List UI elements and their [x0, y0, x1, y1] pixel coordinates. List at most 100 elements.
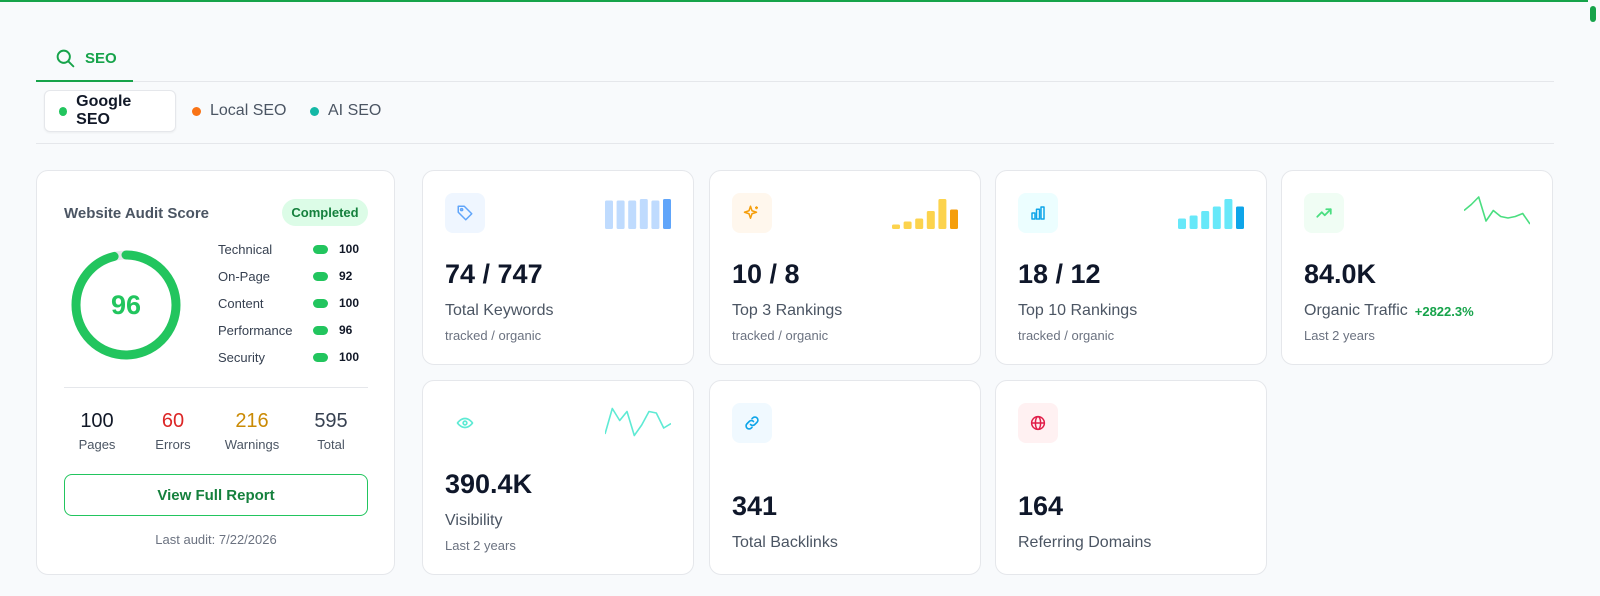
stat-value: 60	[161, 410, 185, 432]
stat-value: 595	[314, 410, 348, 432]
spark-bar	[950, 209, 958, 229]
audit-title: Website Audit Score	[64, 205, 210, 222]
card-top-3-rankings: 10 / 8 Top 3 Rankings tracked / organic	[709, 170, 981, 365]
metric-value: 100	[339, 296, 360, 310]
status-dot	[310, 106, 319, 116]
card-organic-traffic: 84.0K Organic Traffic +2822.3% Last 2 yea…	[1281, 170, 1553, 365]
metric-value: 10 / 8	[732, 259, 800, 289]
audit-metric-on-page: On-Page 92	[218, 266, 368, 286]
scrollbar-thumb[interactable]	[1590, 6, 1596, 22]
metric-value: 96	[339, 323, 353, 337]
spark-line	[605, 407, 671, 437]
spark-bar	[1201, 211, 1210, 229]
spark-line	[1464, 196, 1530, 225]
audit-metric-technical: Technical 100	[218, 239, 368, 259]
top10-sparkline	[1178, 199, 1244, 229]
growth-delta: +2822.3%	[1414, 303, 1474, 319]
tag-icon	[445, 193, 485, 233]
metric-label-text: Top 3 Rankings	[732, 302, 843, 319]
stat-warnings: 216 Warnings	[212, 409, 292, 452]
spark-bar	[1212, 206, 1221, 229]
metric-indicator	[313, 325, 328, 335]
trending-up-icon	[1304, 193, 1344, 233]
metric-label: Top 10 Rankings	[1018, 302, 1137, 320]
stat-value: 100	[80, 410, 114, 432]
audit-score-card: Website Audit Score Completed 96 Technic…	[36, 170, 395, 575]
metric-indicator	[313, 244, 328, 254]
metric-label: Content	[218, 295, 264, 311]
metric-value: 92	[339, 269, 353, 283]
card-top-10-rankings: 18 / 12 Top 10 Rankings tracked / organi…	[995, 170, 1267, 365]
spark-bar	[605, 200, 613, 229]
metric-label: Total Keywords	[445, 302, 554, 320]
stat-label: Errors	[155, 437, 191, 452]
divider	[64, 387, 368, 388]
top-progress-line	[0, 0, 1588, 2]
link-icon	[732, 403, 772, 443]
spark-bar	[1236, 206, 1244, 229]
spark-bar	[1178, 218, 1186, 229]
spark-bar	[938, 199, 947, 229]
metric-label: Referring Domains	[1018, 534, 1151, 552]
sub-tab-local-seo[interactable]: Local SEO	[192, 90, 286, 132]
metric-indicator	[313, 271, 328, 281]
audit-metric-content: Content 100	[218, 293, 368, 313]
sub-tab-label: Local SEO	[210, 102, 287, 119]
status-dot	[59, 106, 68, 116]
metric-label-text: Total Keywords	[445, 302, 554, 319]
stat-label: Warnings	[224, 437, 280, 452]
stat-errors: 60 Errors	[133, 409, 213, 452]
metric-value: 100	[339, 242, 360, 256]
globe-icon	[1018, 403, 1058, 443]
card-total-keywords: 74 / 747 Total Keywords tracked / organi…	[422, 170, 694, 365]
metric-label: Performance	[218, 322, 293, 338]
metric-label: Security	[218, 349, 265, 365]
top3-sparkline	[892, 199, 958, 229]
metric-sublabel: Last 2 years	[1304, 328, 1375, 343]
card-visibility: 390.4K Visibility Last 2 years	[422, 380, 694, 575]
metric-indicator	[313, 298, 328, 308]
sub-tab-ai-seo[interactable]: AI SEO	[310, 90, 381, 132]
spark-bar	[1224, 199, 1233, 229]
stat-total: 595 Total	[291, 409, 371, 452]
status-dot	[192, 106, 201, 116]
metric-value: 390.4K	[445, 469, 533, 499]
last-audit-date: Last audit: 7/22/2026	[155, 532, 277, 547]
audit-metric-security: Security 100	[218, 347, 368, 367]
metric-value: 74 / 747	[445, 259, 543, 289]
metric-sublabel: tracked / organic	[732, 328, 829, 343]
metric-label: Organic Traffic +2822.3%	[1304, 302, 1474, 320]
metric-label: On-Page	[218, 268, 271, 284]
card-total-backlinks: 341 Total Backlinks	[709, 380, 981, 575]
metric-sublabel: Last 2 years	[445, 538, 516, 553]
search-icon	[56, 49, 75, 67]
spark-bar	[663, 199, 671, 229]
metric-value: 18 / 12	[1018, 259, 1101, 289]
metric-label: Visibility	[445, 512, 503, 530]
metric-value: 100	[339, 350, 360, 364]
metric-label: Total Backlinks	[732, 534, 838, 552]
sub-tab-label: AI SEO	[328, 102, 382, 119]
metric-sublabel: tracked / organic	[445, 328, 542, 343]
metric-label-text: Organic Traffic	[1304, 302, 1408, 319]
audit-score-value: 96	[110, 289, 142, 320]
score-gauge	[71, 250, 181, 360]
metric-value: 341	[732, 491, 778, 521]
sub-tab-google-seo[interactable]: Google SEO	[44, 90, 176, 132]
sub-tab-bar: Google SEO Local SEO AI SEO	[36, 88, 1554, 144]
traffic-sparkline	[1464, 196, 1530, 225]
stat-value: 216	[235, 410, 269, 432]
card-referring-domains: 164 Referring Domains	[995, 380, 1267, 575]
eye-icon	[445, 403, 485, 443]
metric-label-text: Referring Domains	[1018, 534, 1152, 551]
audit-metric-performance: Performance 96	[218, 320, 368, 340]
tab-seo[interactable]: SEO	[36, 36, 133, 82]
metric-label-text: Top 10 Rankings	[1018, 302, 1138, 319]
metric-label-text: Total Backlinks	[732, 534, 838, 551]
spark-bar	[926, 211, 935, 229]
metric-indicator	[313, 352, 328, 362]
spark-bar	[903, 221, 912, 229]
spark-bar	[1189, 215, 1198, 229]
bar-chart-icon	[1018, 193, 1058, 233]
view-full-report-button[interactable]: View Full Report	[64, 474, 368, 516]
